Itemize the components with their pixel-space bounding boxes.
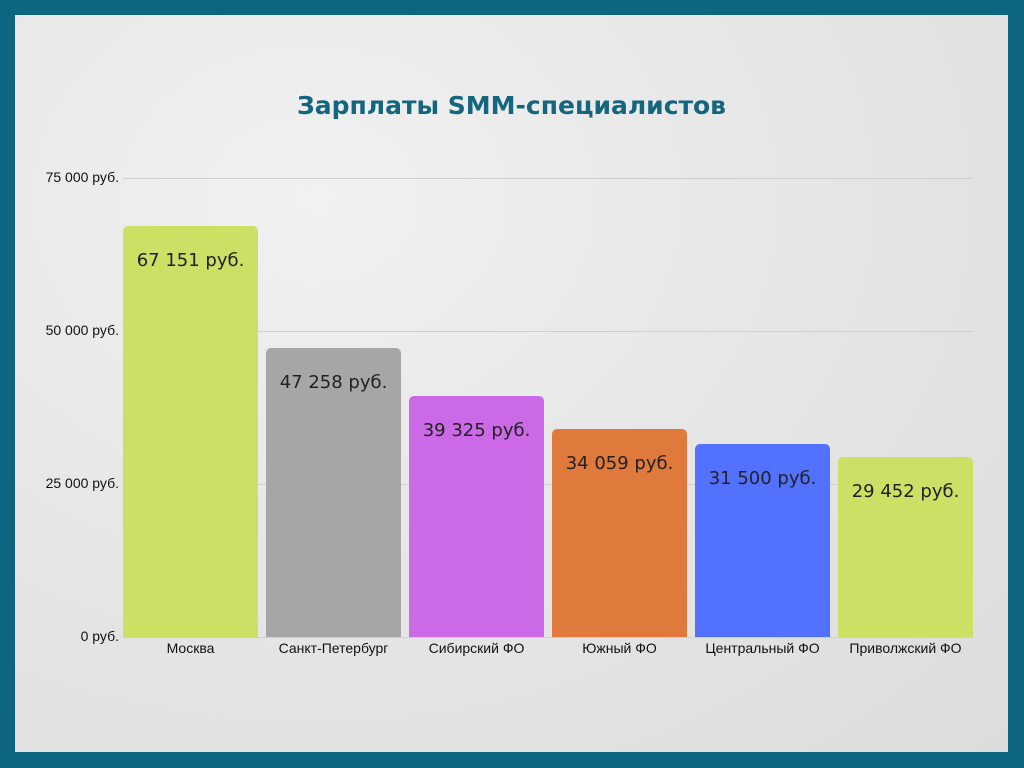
y-tick-label: 0 руб. <box>80 628 119 644</box>
x-tick-label: Сибирский ФО <box>428 640 525 656</box>
bar <box>266 347 401 637</box>
bar-value-label: 67 151 руб. <box>136 250 245 272</box>
bar-value-label: 47 258 руб. <box>279 371 388 393</box>
gridline <box>123 637 973 638</box>
y-tick-label: 25 000 руб. <box>45 475 119 491</box>
bar-value-label: 34 059 руб. <box>565 452 674 474</box>
chart-frame: Зарплаты SMM-специалистов 0 руб. 25 000 р… <box>15 15 1008 752</box>
bar <box>409 396 544 637</box>
gridline <box>123 331 973 332</box>
gridline <box>123 178 973 179</box>
bar <box>695 444 830 637</box>
y-tick-label: 50 000 руб. <box>45 322 119 338</box>
y-tick-label: 75 000 руб. <box>45 169 119 185</box>
x-tick-label: Центральный ФО <box>705 640 820 656</box>
bar <box>838 456 973 637</box>
x-tick-label: Южный ФО <box>582 640 657 656</box>
x-tick-label: Приволжский ФО <box>849 640 962 656</box>
chart-title: Зарплаты SMM-специалистов <box>296 91 727 120</box>
bar-value-label: 39 325 руб. <box>422 420 531 442</box>
bar-value-label: 29 452 руб. <box>851 480 960 502</box>
x-tick-label: Санкт-Петербург <box>278 640 389 656</box>
bar-value-label: 31 500 руб. <box>708 468 817 490</box>
bar <box>123 226 258 637</box>
gridline <box>123 484 973 485</box>
bar <box>552 428 687 637</box>
x-tick-label: Москва <box>166 640 215 656</box>
